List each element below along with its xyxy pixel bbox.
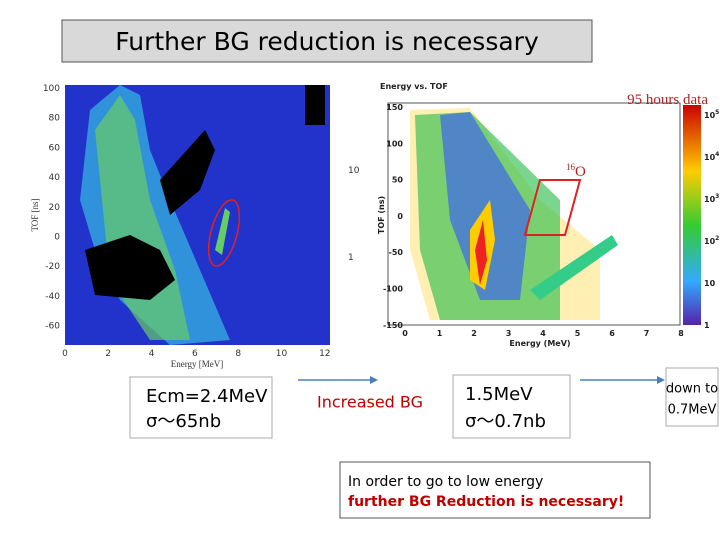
x-tick-label: 1 [437, 329, 443, 338]
y-tick-label: -50 [389, 248, 404, 257]
y-tick-label: 60 [49, 143, 61, 153]
y-tick-label: -60 [45, 322, 60, 332]
x-tick-label: 5 [575, 329, 581, 338]
x-tick-label: 2 [105, 349, 111, 359]
colorbar-tick: 102 [704, 235, 719, 246]
x-tick-label: 2 [471, 329, 477, 338]
x-tick-label: 6 [192, 349, 198, 359]
annotation: 95 hours data [627, 92, 708, 108]
left-box-line: Ecm=2.4MeV [146, 386, 268, 407]
side-box-line: down to [666, 382, 718, 397]
colorbar-tick-base: 10 [704, 237, 716, 246]
y-tick-label: 0 [54, 233, 60, 243]
y-axis-label: TOF (ns) [377, 196, 386, 234]
colorbar-tick: 105 [704, 109, 719, 120]
y-tick-label: 150 [386, 103, 403, 112]
title-box [61, 19, 593, 63]
x-tick-label: 12 [319, 349, 330, 359]
y-tick-label: -40 [45, 292, 60, 302]
x-tick-label: 4 [540, 329, 546, 338]
colorbar-tick-base: 10 [704, 279, 716, 288]
y-tick-label: 100 [43, 84, 60, 94]
colorbar-tick-base: 10 [704, 153, 716, 162]
colorbar-tick-exp: 3 [715, 193, 719, 200]
x-tick-label: 7 [644, 329, 650, 338]
left-box-line: σ～65nb [146, 411, 221, 432]
colorbar-tick: 104 [704, 151, 719, 162]
right-box-line: 1.5MeV [465, 384, 533, 405]
colorbar-tick-exp: 5 [715, 109, 719, 116]
x-tick-label: 10 [276, 349, 288, 359]
colorbar-tick-base: 1 [704, 321, 710, 330]
title: Further BG reduction is necessary [115, 27, 539, 56]
side-box-line: 0.7MeV [668, 403, 717, 418]
middle-label: Increased BG [317, 393, 423, 412]
x-tick-label: 8 [678, 329, 684, 338]
y-axis-label: TOF [ns] [30, 198, 40, 231]
y-tick-label: 100 [386, 139, 403, 148]
colorbar-tick-exp: 4 [715, 151, 719, 158]
y-tick-label: -150 [383, 321, 403, 330]
y-tick-label: -100 [383, 285, 403, 294]
right-box-line: σ～0.7nb [465, 411, 546, 432]
x-tick-label: 0 [402, 329, 408, 338]
colorbar-tick-base: 10 [704, 111, 716, 120]
arrow-head [370, 376, 378, 384]
bottom-box [339, 461, 651, 519]
x-tick-label: 4 [149, 349, 155, 359]
arrow-head [657, 376, 665, 384]
colorbar-tick: 1 [348, 253, 354, 263]
y-tick-label: 40 [49, 173, 61, 183]
bottom-box-line: In order to go to low energy [348, 474, 543, 490]
left-box [129, 376, 273, 439]
y-tick-label: 20 [49, 203, 61, 213]
colorbar-tick: 10 [704, 279, 716, 288]
x-tick-label: 6 [609, 329, 615, 338]
right-heatmap [387, 102, 701, 326]
colorbar-tick-base: 10 [704, 195, 716, 204]
colorbar-tick-exp: 2 [715, 235, 719, 242]
y-tick-label: -20 [45, 262, 60, 272]
colorbar-tick: 10 [348, 166, 360, 176]
colorbar-tick: 1 [704, 321, 710, 330]
colorbar-tick: 103 [704, 193, 719, 204]
isotope-element: O [575, 164, 586, 180]
isotope: 16O [566, 162, 586, 180]
plot-title: Energy vs. TOF [380, 82, 448, 91]
left-heatmap [65, 85, 330, 345]
x-tick-label: 3 [506, 329, 512, 338]
x-tick-label: 0 [62, 349, 68, 359]
y-tick-label: 0 [397, 212, 403, 221]
y-tick-label: 80 [49, 114, 61, 124]
x-axis-label: Energy [MeV] [171, 359, 224, 369]
side-box [665, 367, 719, 427]
x-tick-label: 8 [235, 349, 241, 359]
bottom-box-line: further BG Reduction is necessary! [348, 494, 624, 510]
isotope-mass: 16 [566, 162, 576, 172]
x-axis-label: Energy (MeV) [509, 339, 570, 348]
right-box [452, 374, 571, 439]
y-tick-label: 50 [392, 176, 404, 185]
